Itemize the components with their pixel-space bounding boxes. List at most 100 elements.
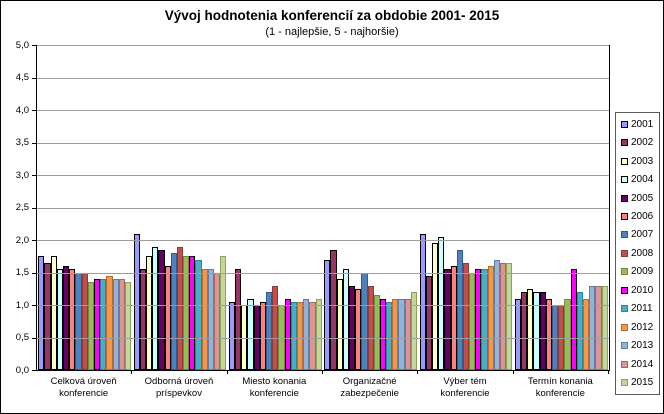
bar-2012 (296, 301, 304, 370)
bar-group (323, 45, 418, 370)
legend-swatch-2013 (621, 342, 628, 350)
category-tick (322, 370, 323, 374)
legend-item: 2005 (621, 193, 659, 204)
legend-label: 2006 (631, 210, 654, 222)
legend-item: 2001 (621, 119, 659, 130)
bar-2004 (438, 236, 445, 370)
category-tick (226, 370, 228, 374)
bar-2013 (589, 285, 596, 370)
bar-2015 (124, 282, 132, 370)
bar-2014 (118, 279, 125, 370)
category-tick (131, 370, 133, 374)
legend-swatch-2002 (621, 139, 628, 147)
legend-label: 2007 (631, 229, 654, 241)
legend-swatch-2006 (621, 212, 628, 220)
bar-2006 (259, 301, 267, 370)
bar-2006 (69, 269, 76, 370)
bar-2002 (425, 275, 432, 370)
bar-2011 (195, 259, 202, 370)
bar-2013 (303, 298, 310, 370)
bar-2011 (100, 279, 107, 370)
bar-2006 (450, 266, 457, 370)
gridline (37, 110, 609, 111)
bar-2012 (392, 298, 399, 370)
legend-label: 2011 (631, 303, 653, 315)
bar-2005 (158, 249, 165, 370)
category-tick (608, 370, 609, 374)
bar-2012 (201, 269, 208, 370)
bar-2007 (456, 249, 463, 370)
x-axis-label: Odborná úroveň príspevkov (144, 376, 214, 399)
bar-2011 (386, 301, 393, 370)
bar-2011 (576, 292, 583, 370)
bar-2007 (170, 253, 177, 370)
y-tick (32, 110, 36, 111)
y-tick (32, 175, 36, 176)
legend-item: 2010 (621, 285, 659, 296)
bar-2004 (56, 269, 63, 370)
gridline (37, 240, 609, 241)
legend-label: 2012 (631, 321, 654, 333)
bar-2015 (410, 292, 418, 370)
legend-swatch-2014 (621, 360, 628, 368)
bar-2002 (44, 262, 51, 370)
bar-2015 (601, 285, 608, 370)
bar-2009 (564, 298, 571, 370)
bar-2012 (487, 266, 494, 370)
legend-swatch-2001 (621, 120, 628, 128)
bar-2014 (500, 262, 507, 370)
legend-item: 2004 (621, 174, 659, 185)
gridline (37, 77, 609, 79)
bar-2004 (533, 292, 540, 370)
legend-swatch-2007 (621, 231, 628, 239)
y-axis-label: 0,5 (15, 332, 29, 343)
bar-2007 (266, 292, 273, 370)
y-tick (32, 337, 36, 339)
bar-2011 (290, 301, 297, 370)
gridline (37, 45, 609, 46)
legend-label: 2005 (631, 192, 654, 204)
y-tick (32, 77, 36, 79)
y-axis-label: 4,0 (15, 104, 29, 116)
legend-item: 2006 (621, 211, 659, 222)
bar-2013 (112, 279, 119, 370)
legend-swatch-2005 (621, 194, 628, 202)
legend-swatch-2010 (621, 286, 628, 294)
gridline (37, 207, 609, 209)
legend-item: 2002 (621, 137, 659, 148)
bar-2002 (330, 249, 337, 370)
y-tick (32, 45, 36, 46)
legend-label: 2013 (631, 340, 654, 352)
legend-swatch-2015 (621, 379, 628, 387)
category-tick (417, 370, 419, 374)
bar-2015 (220, 256, 227, 370)
y-axis-label: 2,5 (15, 202, 29, 213)
bar-2005 (444, 269, 451, 370)
chart-subtitle: (1 - najlepšie, 5 - najhoršie) (265, 26, 399, 38)
bar-group (418, 45, 513, 370)
bar-2010 (379, 298, 387, 370)
legend-item: 2008 (621, 248, 659, 259)
y-axis-label: 2,0 (15, 234, 29, 246)
bar-2008 (367, 285, 374, 370)
bar-2006 (164, 266, 171, 370)
bar-2009 (87, 282, 94, 370)
y-tick (32, 240, 36, 241)
bar-2008 (272, 285, 279, 370)
bar-2013 (207, 269, 215, 370)
legend-swatch-2003 (621, 157, 628, 165)
y-tick (32, 142, 36, 144)
legend-item: 2011 (621, 303, 659, 314)
bar-2015 (315, 298, 322, 370)
y-axis-label: 5,0 (15, 39, 29, 51)
legend-swatch-2009 (621, 268, 628, 276)
legend-label: 2004 (631, 174, 654, 186)
legend-label: 2003 (631, 155, 654, 167)
y-axis-label: 4,5 (15, 72, 29, 83)
bar-2009 (373, 295, 380, 370)
bar-2004 (247, 298, 254, 370)
y-axis-label: 0,0 (15, 364, 29, 376)
bar-2014 (404, 298, 411, 370)
bar-2005 (539, 292, 546, 370)
legend-item: 2014 (621, 359, 659, 370)
